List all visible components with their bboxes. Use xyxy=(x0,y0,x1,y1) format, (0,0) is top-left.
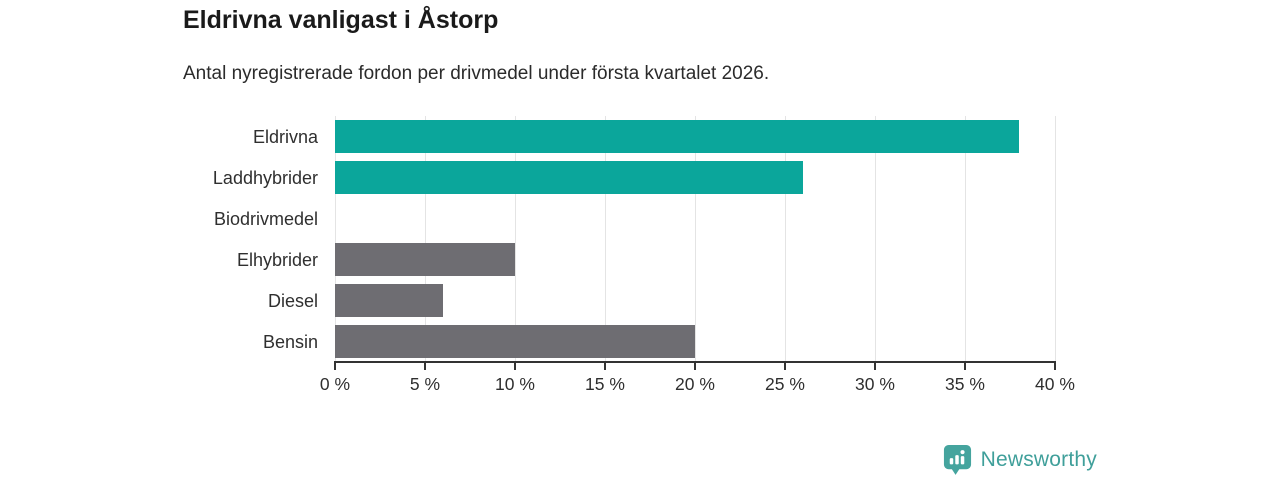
gridline xyxy=(334,116,336,362)
category-label-bensin: Bensin xyxy=(262,331,318,352)
gridline xyxy=(1054,116,1056,362)
x-tick-label: 30 % xyxy=(855,374,895,394)
x-tick xyxy=(784,362,786,370)
category-label-biodrivmedel: Biodrivmedel xyxy=(213,208,318,229)
bar-diesel xyxy=(335,284,443,317)
gridline xyxy=(964,116,966,362)
x-tick xyxy=(694,362,696,370)
x-tick-label: 35 % xyxy=(945,374,985,394)
bar-eldrivna xyxy=(335,120,1019,153)
x-tick-label: 0 % xyxy=(319,374,351,394)
newsworthy-icon xyxy=(943,444,971,475)
x-tick-label: 25 % xyxy=(765,374,805,394)
x-tick xyxy=(1054,362,1056,370)
bar-laddhybrider xyxy=(335,161,803,194)
gridline xyxy=(694,116,696,362)
x-tick xyxy=(964,362,966,370)
x-tick xyxy=(604,362,606,370)
category-label-laddhybrider: Laddhybrider xyxy=(212,167,318,188)
x-tick-label: 5 % xyxy=(409,374,441,394)
x-tick-label: 40 % xyxy=(1035,374,1075,394)
x-tick xyxy=(514,362,516,370)
newsworthy-logo: Newsworthy xyxy=(942,443,1097,477)
chart-subtitle: Antal nyregistrerade fordon per drivmede… xyxy=(183,63,770,84)
gridline xyxy=(514,116,516,362)
x-tick xyxy=(334,362,336,370)
bar-elhybrider xyxy=(335,243,515,276)
gridline xyxy=(424,116,426,362)
category-label-eldrivna: Eldrivna xyxy=(252,126,318,147)
category-label-elhybrider: Elhybrider xyxy=(236,249,318,270)
x-tick xyxy=(424,362,426,370)
x-tick-label: 10 % xyxy=(495,374,535,394)
gridline xyxy=(784,116,786,362)
x-tick-label: 15 % xyxy=(585,374,625,394)
chart-title: Eldrivna vanligast i Åstorp xyxy=(183,6,499,34)
gridline xyxy=(604,116,606,362)
brand-name: Newsworthy xyxy=(980,448,1097,471)
category-label-diesel: Diesel xyxy=(267,290,318,311)
plot-area xyxy=(334,116,1056,362)
bar-bensin xyxy=(335,325,695,358)
gridline xyxy=(874,116,876,362)
x-tick-label: 20 % xyxy=(675,374,715,394)
x-tick xyxy=(874,362,876,370)
